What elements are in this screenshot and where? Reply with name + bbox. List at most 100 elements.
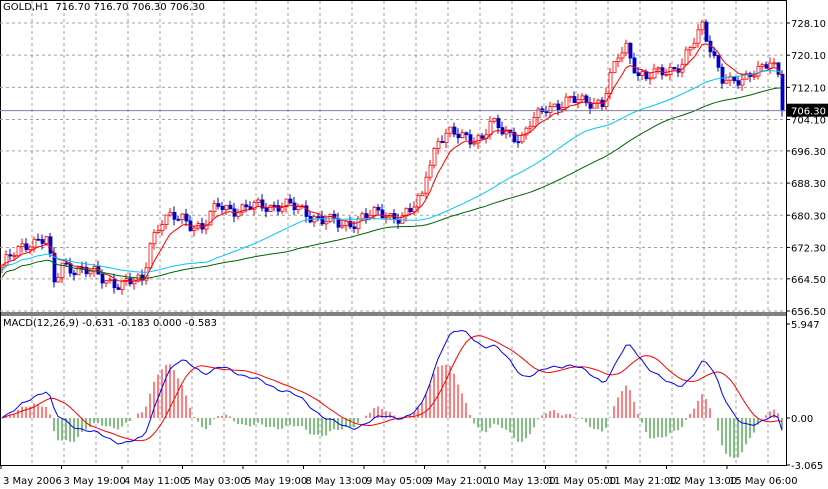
candle-body bbox=[88, 270, 93, 275]
candle-body bbox=[532, 117, 537, 127]
time-tick-label: 12 May 13:00 bbox=[669, 476, 738, 487]
candle-body bbox=[576, 99, 581, 103]
candle-body bbox=[444, 132, 449, 143]
candle-body bbox=[60, 262, 65, 278]
candle-body bbox=[120, 281, 125, 290]
candle-body bbox=[264, 207, 269, 212]
macd-tick-label: 0.00 bbox=[791, 414, 813, 425]
current-price-label: 706.30 bbox=[791, 107, 826, 118]
candle-body bbox=[768, 62, 773, 69]
candle-body bbox=[556, 103, 561, 110]
candle-body bbox=[476, 135, 481, 144]
plot-frame bbox=[0, 0, 787, 466]
candle-body bbox=[656, 67, 661, 70]
candle-body bbox=[352, 226, 357, 229]
candle-body bbox=[4, 254, 9, 266]
time-tick-label: 15 May 06:00 bbox=[729, 476, 798, 487]
candle-body bbox=[724, 79, 729, 84]
candle-body bbox=[304, 205, 309, 217]
candle-body bbox=[344, 220, 349, 226]
candle-body bbox=[744, 73, 749, 80]
candle-body bbox=[416, 195, 421, 208]
candle-body bbox=[548, 106, 553, 113]
candle-body bbox=[16, 246, 21, 257]
ohlc-label: 716.70 716.70 706.30 706.30 bbox=[55, 2, 205, 13]
candle-body bbox=[212, 203, 217, 212]
candle-body bbox=[340, 225, 345, 228]
price-tick-label: 704.10 bbox=[791, 116, 826, 127]
candle-body bbox=[12, 255, 17, 258]
candle-body bbox=[480, 135, 485, 139]
candle-body bbox=[260, 199, 265, 209]
candle-body bbox=[492, 118, 497, 122]
candle-body bbox=[52, 252, 57, 283]
candle-body bbox=[512, 132, 517, 143]
candle-body bbox=[108, 279, 113, 282]
candle-body bbox=[580, 95, 585, 101]
candle-body bbox=[680, 63, 685, 73]
candle-body bbox=[216, 203, 221, 207]
price-tick-label: 656.50 bbox=[791, 307, 826, 318]
price-tick-label: 680.30 bbox=[791, 211, 826, 222]
price-tick-label: 712.10 bbox=[791, 83, 826, 94]
candle-body bbox=[320, 216, 325, 225]
candle-body bbox=[28, 246, 33, 251]
candle-body bbox=[284, 198, 289, 207]
candle-body bbox=[640, 71, 645, 76]
candle-body bbox=[24, 243, 29, 251]
time-tick-label: 11 May 21:00 bbox=[608, 476, 677, 487]
candle-body bbox=[184, 213, 189, 222]
candle-body bbox=[40, 239, 45, 244]
candle-body bbox=[504, 129, 509, 135]
candle-body bbox=[204, 224, 209, 230]
candle-body bbox=[428, 164, 433, 178]
candle-body bbox=[692, 42, 697, 48]
candle-body bbox=[528, 125, 533, 129]
candle-body bbox=[756, 66, 761, 77]
candle-body bbox=[688, 47, 693, 51]
candle-body bbox=[728, 76, 733, 81]
candle-body bbox=[652, 68, 657, 79]
macd-tick-label: -3.065 bbox=[791, 461, 823, 472]
candle-body bbox=[116, 287, 121, 290]
price-tick-label: 728.10 bbox=[791, 19, 826, 30]
candle-body bbox=[628, 42, 633, 59]
candle-body bbox=[160, 224, 165, 232]
candle-body bbox=[192, 227, 197, 231]
candle-body bbox=[632, 57, 637, 74]
candle-body bbox=[104, 280, 109, 284]
candle-body bbox=[564, 96, 569, 108]
candle-body bbox=[360, 213, 365, 220]
candle-body bbox=[296, 206, 301, 211]
symbol-label: GOLD,H1 bbox=[3, 2, 49, 13]
candle-body bbox=[772, 62, 777, 65]
candle-body bbox=[464, 132, 469, 136]
candle-body bbox=[684, 49, 689, 65]
candle-body bbox=[56, 277, 61, 283]
price-tick-label: 720.10 bbox=[791, 51, 826, 62]
candle-body bbox=[328, 213, 333, 222]
price-tick-label: 672.30 bbox=[791, 243, 826, 254]
candle-body bbox=[348, 220, 353, 228]
candle-body bbox=[552, 103, 557, 108]
candle-body bbox=[176, 218, 181, 221]
candle-body bbox=[588, 102, 593, 109]
price-tick-label: 696.30 bbox=[791, 147, 826, 158]
time-tick-label: 3 May 19:00 bbox=[64, 476, 126, 487]
candle-body bbox=[644, 71, 649, 80]
candle-body bbox=[208, 210, 213, 226]
candle-body bbox=[252, 202, 257, 210]
candle-body bbox=[488, 120, 493, 136]
candle-body bbox=[764, 64, 769, 69]
candle-body bbox=[272, 204, 277, 207]
candle-body bbox=[384, 216, 389, 219]
candle-body bbox=[224, 204, 229, 211]
time-tick-label: 5 May 03:00 bbox=[185, 476, 247, 487]
time-tick-label: 3 May 2006 bbox=[3, 476, 62, 487]
candle-body bbox=[44, 236, 49, 244]
ma-medium-line bbox=[1, 70, 783, 273]
candle-body bbox=[112, 279, 117, 289]
candle-body bbox=[780, 73, 785, 112]
